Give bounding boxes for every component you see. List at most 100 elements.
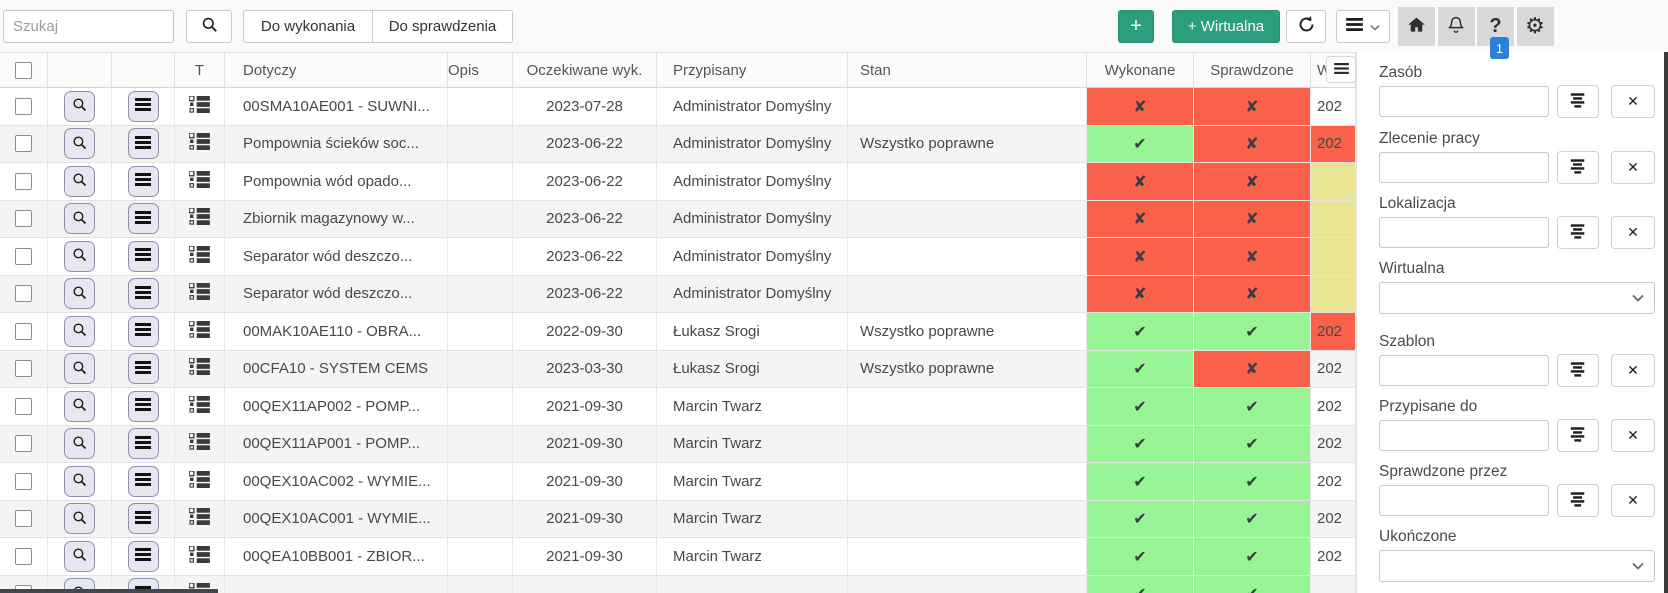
row-open-detail-button[interactable] [64,165,95,197]
row-open-detail-button[interactable] [64,353,95,385]
column-header-type[interactable]: T [175,53,225,88]
add-virtual-button[interactable]: + Wirtualna [1172,10,1280,43]
row-checkbox[interactable] [15,397,32,415]
magnifier-icon [71,434,88,454]
row-actions-button[interactable] [127,503,159,535]
lookup-button[interactable] [1557,216,1599,249]
clear-button[interactable]: ✕ [1611,419,1655,452]
filter-select-wirtualna[interactable] [1379,282,1655,314]
clear-button[interactable]: ✕ [1611,151,1655,184]
column-header-dotyczy[interactable]: Dotyczy [225,53,448,88]
select-all-checkbox[interactable] [15,61,32,79]
cell-clipped-date: 202 [1311,500,1356,538]
cell-stan: Wszystko poprawne [848,125,1087,163]
row-checkbox[interactable] [15,510,32,528]
notifications-button[interactable] [1437,7,1475,46]
row-actions-button[interactable] [127,315,159,347]
table-row[interactable]: Separator wód deszczo... 2023-06-22 Admini… [0,275,1356,313]
clear-button[interactable]: ✕ [1611,354,1655,387]
cell-przypisany: Administrator Domyślny [657,275,848,313]
row-checkbox[interactable] [15,210,32,228]
lookup-button[interactable] [1557,419,1599,452]
clear-button[interactable]: ✕ [1611,216,1655,249]
filter-select-ukończone[interactable] [1379,550,1655,582]
search-button[interactable] [186,10,232,43]
row-open-detail-button[interactable] [64,240,95,272]
lookup-button[interactable] [1557,484,1599,517]
row-checkbox[interactable] [15,247,32,265]
table-row[interactable]: 00SMA10AE001 - SUWNI... 2023-07-28 Adminis… [0,88,1356,126]
gear-icon: ⚙ [1525,13,1545,39]
row-checkbox[interactable] [15,472,32,490]
row-checkbox[interactable] [15,97,32,115]
lookup-button[interactable] [1557,151,1599,184]
add-button[interactable]: + [1118,10,1154,43]
row-actions-button[interactable] [127,390,159,422]
table-row[interactable]: ✔✔ [0,575,1356,593]
row-actions-button[interactable] [127,165,159,197]
table-row[interactable]: 00QEA10BB001 - ZBIOR... 2021-09-30 Marcin … [0,538,1356,576]
column-header-opis[interactable]: Opis [448,53,513,88]
row-open-detail-button[interactable] [64,503,95,535]
row-open-detail-button[interactable] [64,128,95,160]
column-header-stan[interactable]: Stan [848,53,1087,88]
row-open-detail-button[interactable] [64,278,95,310]
lookup-button[interactable] [1557,85,1599,118]
table-row[interactable]: 00QEX11AP002 - POMP... 2021-09-30 Marcin T… [0,388,1356,426]
row-checkbox[interactable] [15,285,32,303]
row-checkbox[interactable] [15,172,32,190]
filter-do-sprawdzenia-button[interactable]: Do sprawdzenia [372,10,513,43]
settings-button[interactable]: ⚙ [1516,7,1554,46]
row-open-detail-button[interactable] [64,465,95,497]
refresh-button[interactable] [1286,10,1326,43]
table-row[interactable]: Separator wód deszczo... 2023-06-22 Admini… [0,238,1356,276]
row-actions-button[interactable] [127,540,159,572]
table-row[interactable]: 00QEX11AP001 - POMP... 2021-09-30 Marcin T… [0,425,1356,463]
row-actions-button[interactable] [127,465,159,497]
table-row[interactable]: 00CFA10 - SYSTEM CEMS 2023-03-30 Łukasz Sr… [0,350,1356,388]
filter-input-sprawdzone-przez[interactable] [1379,485,1549,516]
row-checkbox[interactable] [15,547,32,565]
row-open-detail-button[interactable] [64,90,95,122]
table-row[interactable]: 00MAK10AE110 - OBRA... 2022-09-30 Łukasz S… [0,313,1356,351]
filter-input-lokalizacja[interactable] [1379,217,1549,248]
row-open-detail-button[interactable] [64,540,95,572]
filter-input-zasób[interactable] [1379,86,1549,117]
row-checkbox[interactable] [15,322,32,340]
table-row[interactable]: 00QEX10AC002 - WYMIE... 2021-09-30 Marcin … [0,463,1356,501]
search-input[interactable] [3,10,174,43]
clear-button[interactable]: ✕ [1611,85,1655,118]
column-header-oczekiwane[interactable]: Oczekiwane wyk. [513,53,657,88]
row-open-detail-button[interactable] [64,203,95,235]
grid-column-menu-button[interactable] [1326,56,1356,83]
table-row[interactable]: 00QEX10AC001 - WYMIE... 2021-09-30 Marcin … [0,500,1356,538]
clear-button[interactable]: ✕ [1611,484,1655,517]
table-row[interactable]: Pompownia wód opado... 2023-06-22 Administ… [0,163,1356,201]
filter-input-szablon[interactable] [1379,355,1549,386]
row-checkbox[interactable] [15,360,32,378]
column-header-sprawdzone[interactable]: Sprawdzone [1194,53,1311,88]
row-actions-button[interactable] [127,428,159,460]
row-checkbox[interactable] [15,435,32,453]
column-header-przypisany[interactable]: Przypisany [657,53,848,88]
table-row[interactable]: Zbiornik magazynowy w... 2023-06-22 Admini… [0,200,1356,238]
column-header-wykonane[interactable]: Wykonane [1087,53,1194,88]
home-button[interactable] [1398,7,1435,46]
row-actions-button[interactable] [127,240,159,272]
filter-do-wykonania-button[interactable]: Do wykonania [243,10,373,43]
row-actions-button[interactable] [127,203,159,235]
row-open-detail-button[interactable] [64,315,95,347]
row-open-detail-button[interactable] [64,390,95,422]
lookup-button[interactable] [1557,354,1599,387]
filter-input-przypisane-do[interactable] [1379,420,1549,451]
row-checkbox[interactable] [15,135,32,153]
row-open-detail-button[interactable] [64,428,95,460]
row-actions-button[interactable] [127,90,159,122]
table-row[interactable]: Pompownia ścieków soc... 2023-06-22 Admini… [0,125,1356,163]
filter-input-zlecenie-pracy[interactable] [1379,152,1549,183]
panel-scrollbar[interactable] [1664,52,1668,593]
row-actions-button[interactable] [127,353,159,385]
row-actions-button[interactable] [127,278,159,310]
row-actions-button[interactable] [127,128,159,160]
list-menu-dropdown-button[interactable] [1336,10,1390,43]
